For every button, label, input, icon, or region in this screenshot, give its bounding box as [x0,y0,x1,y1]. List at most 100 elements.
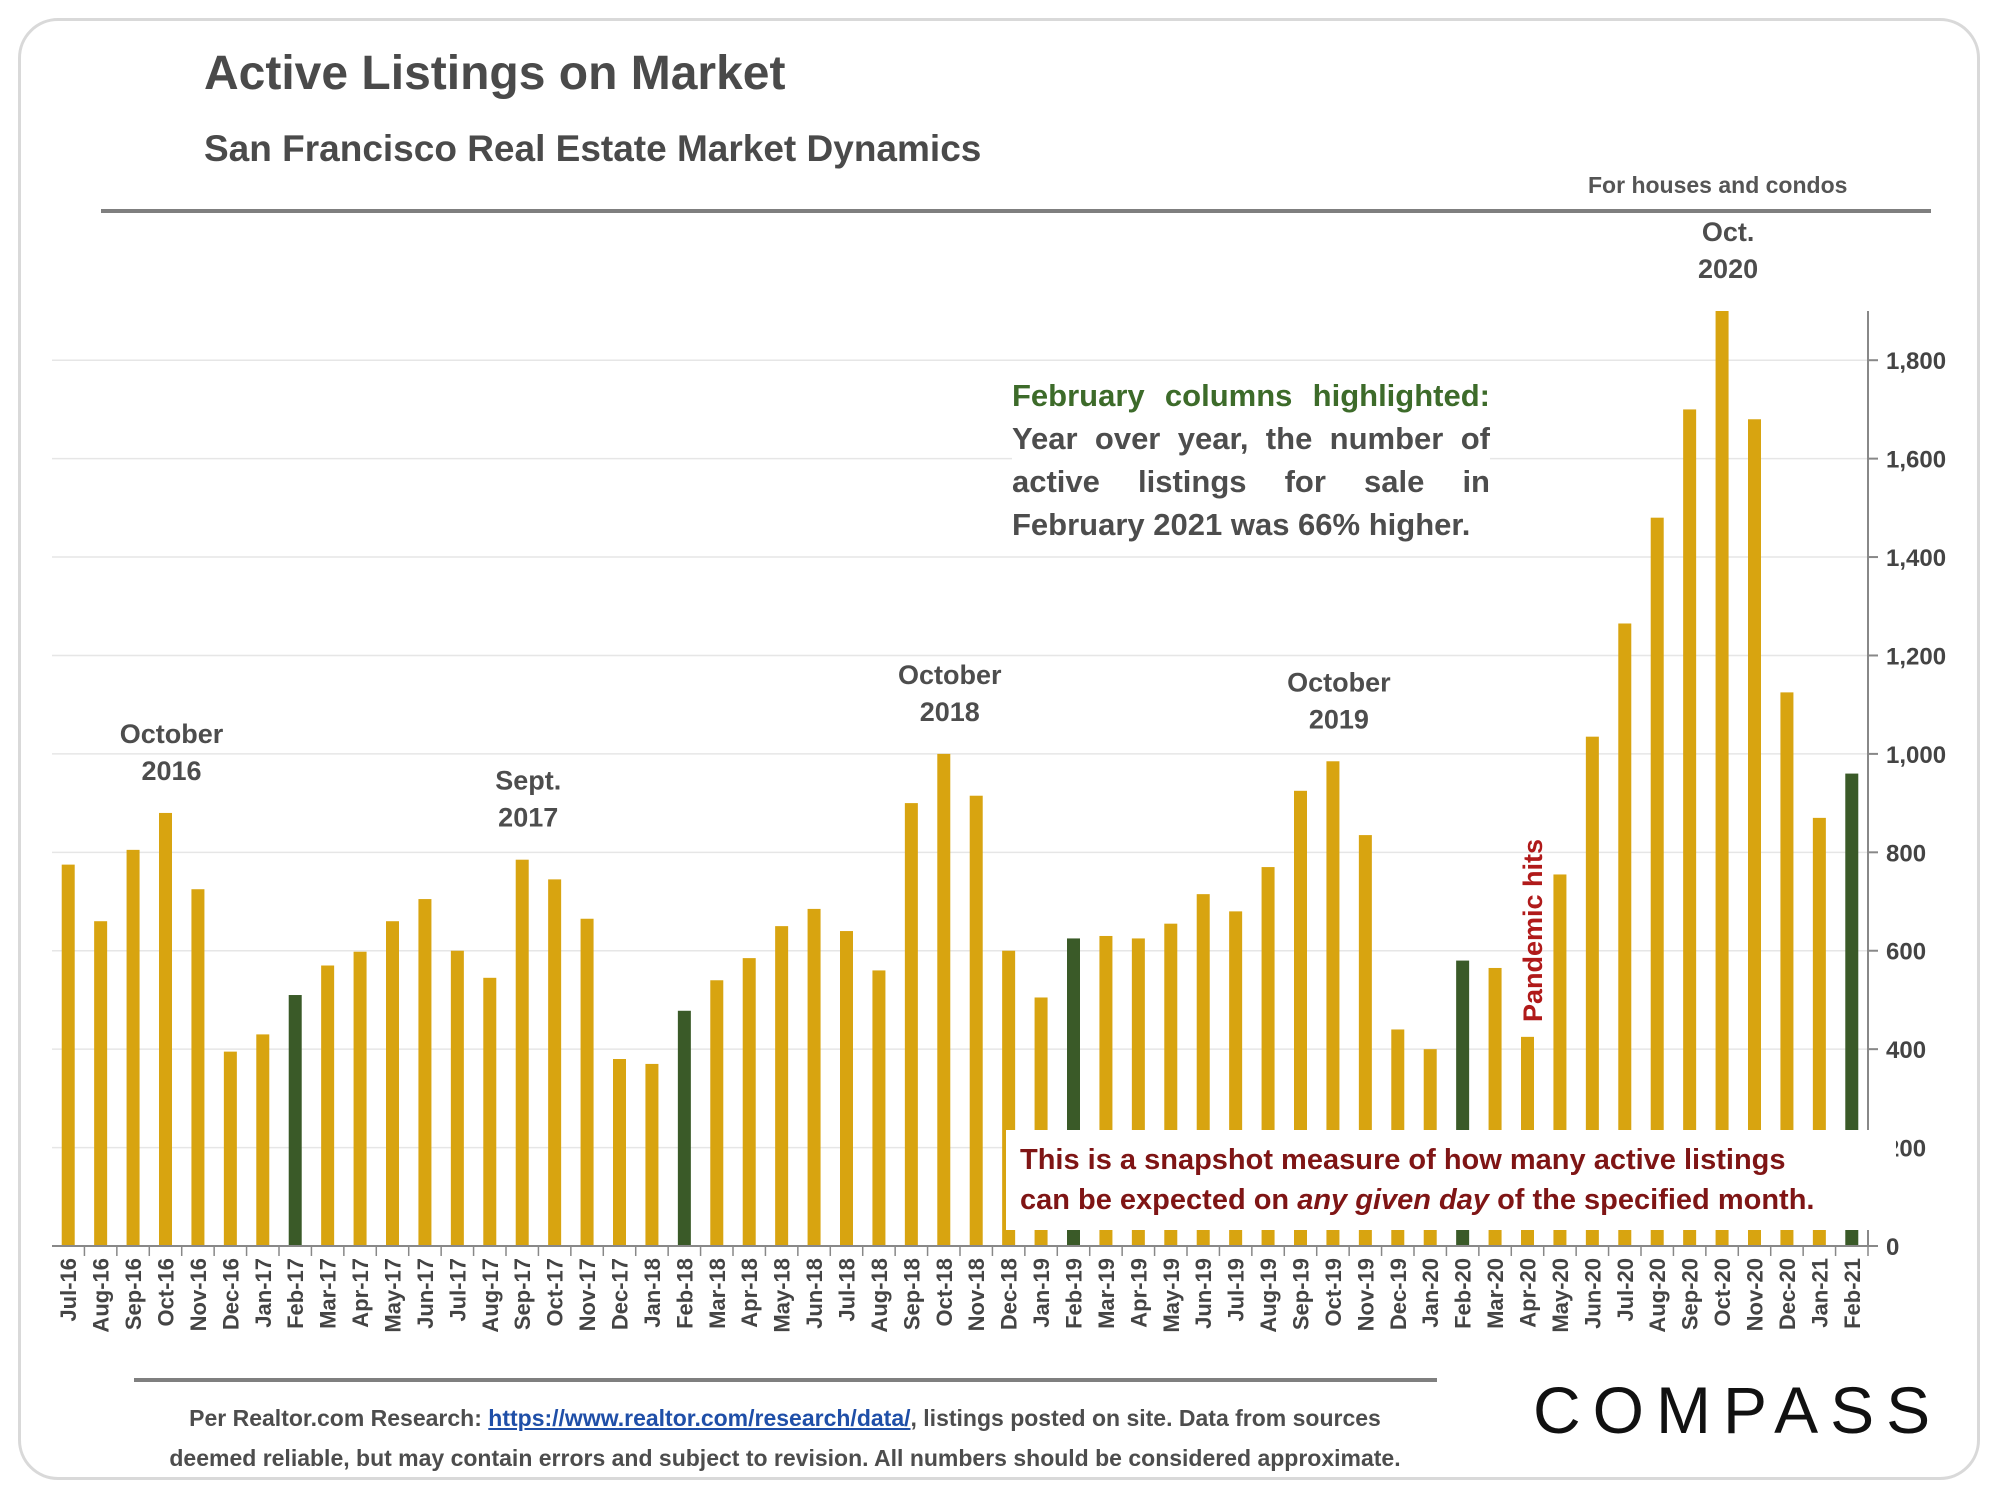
snapshot-line: This is a snapshot measure of how many a… [1020,1144,1786,1176]
bar [1618,623,1632,1246]
bar [353,951,367,1246]
bar [548,879,562,1246]
bar [937,753,951,1246]
chart-title: Active Listings on Market [204,47,786,100]
peak-labels: October 2016 Sept. 2017 October 2018 October 20… [120,217,1758,833]
bar [1780,692,1794,1246]
note-line: Year over year, the number of [1012,421,1490,456]
x-tick-label: Sep-19 [1289,1258,1314,1330]
y-tick-label: 1,400 [1886,545,1946,572]
header-divider [101,209,1931,213]
bar [256,1034,270,1246]
x-tick-label: Aug-19 [1256,1258,1281,1333]
x-tick-label: Feb-17 [283,1258,308,1329]
x-tick-label: Feb-21 [1840,1258,1865,1329]
x-tick-label: May-20 [1548,1258,1573,1333]
x-tick-label: Oct-19 [1321,1258,1346,1326]
y-tick-label: 1,200 [1886,643,1946,670]
x-tick-label: Mar-17 [316,1258,341,1329]
peak-label-month: October [120,719,224,749]
disclaimer-line: deemed reliable, but may contain errors … [169,1445,1401,1471]
peak-label-year: 2019 [1309,704,1369,734]
x-tick-label: Nov-16 [186,1258,211,1331]
snapshot-text: of the specified month. [1489,1184,1815,1216]
peak-label: October 2016 [120,719,224,786]
y-tick-label: 800 [1886,840,1926,867]
x-tick-label: Jan-21 [1807,1258,1832,1328]
x-tick-label: Oct-20 [1710,1258,1735,1326]
note-line: February 2021 was 66% higher. [1012,507,1471,542]
bar [450,950,464,1246]
y-tick-label: 400 [1886,1037,1926,1064]
bar [1683,409,1697,1247]
x-tick-label: Nov-17 [575,1258,600,1331]
bar [613,1059,626,1246]
peak-label: October 2018 [898,660,1002,727]
x-tick-label: Jun-17 [413,1258,438,1329]
y-tick-label: 600 [1886,939,1926,966]
peak-label-year: 2020 [1698,254,1758,284]
x-tick-label: Jan-17 [251,1258,276,1328]
x-tick-label: Jan-18 [640,1258,665,1328]
peak-label: Sept. 2017 [495,766,561,833]
peak-label: Oct. 2020 [1698,217,1758,284]
chart-frame [18,18,1980,1480]
bar [580,918,594,1246]
source-footer: Per Realtor.com Research: https://www.re… [125,1398,1445,1478]
note-line: active listings for sale in [1012,464,1490,499]
x-tick-label: Apr-20 [1516,1258,1541,1328]
bar [418,899,432,1246]
x-tick-label: Oct-17 [543,1258,568,1326]
x-tick-label: Sep-16 [121,1258,146,1330]
x-tick-label: Mar-20 [1483,1258,1508,1329]
peak-label-month: Sept. [495,766,561,796]
bar [1650,517,1664,1246]
bar [191,889,205,1246]
x-tick-label: Jul-18 [835,1258,860,1322]
bar [775,926,789,1246]
x-tick-label: Sep-20 [1678,1258,1703,1330]
peak-label-year: 2016 [141,756,201,786]
x-tick-label: Feb-20 [1451,1258,1476,1329]
x-tick-label: Jan-19 [1029,1258,1054,1328]
x-tick-label: Aug-20 [1645,1258,1670,1333]
bar [126,849,140,1246]
bar [515,859,529,1246]
x-tick-label: Dec-16 [218,1258,243,1330]
x-tick-label: Mar-19 [1094,1258,1119,1329]
axes: 02004006008001,0001,2001,4001,6001,800Ju… [52,311,1946,1333]
x-tick-label: Feb-19 [1062,1258,1087,1329]
x-tick-label: Jul-19 [1224,1258,1249,1322]
bar-february [1845,773,1859,1246]
note-lead: February columns highlighted: [1012,378,1490,413]
x-tick-label: Jun-19 [1191,1258,1216,1329]
snapshot-line: can be expected on any given day of the … [1020,1180,1882,1220]
peak-label-month: Oct. [1702,217,1755,247]
source-link[interactable]: https://www.realtor.com/research/data/ [488,1405,911,1431]
x-tick-label: Aug-16 [89,1258,114,1333]
peak-label-year: 2018 [920,697,980,727]
compass-logo: COMPASS [1533,1373,1943,1447]
x-tick-label: Dec-17 [608,1258,633,1330]
peak-label-year: 2017 [498,803,558,833]
bar [1585,736,1599,1246]
x-tick-label: Feb-18 [672,1258,697,1329]
bar [840,931,853,1246]
bar [742,958,756,1246]
x-tick-label: Jul-20 [1613,1258,1638,1322]
bar [1715,311,1729,1246]
bar [61,864,75,1246]
footer-divider [134,1378,1437,1382]
x-tick-label: May-18 [770,1258,795,1333]
y-tick-label: 1,800 [1886,348,1946,375]
bar [1748,419,1761,1246]
february-note: February columns highlighted: Year over … [1012,374,1490,546]
bar [872,970,886,1246]
x-tick-label: Dec-20 [1775,1258,1800,1330]
bar [645,1063,659,1246]
bar [386,921,399,1246]
bar-february [288,995,302,1246]
x-tick-label: Apr-19 [1126,1258,1151,1328]
bar [969,795,983,1246]
